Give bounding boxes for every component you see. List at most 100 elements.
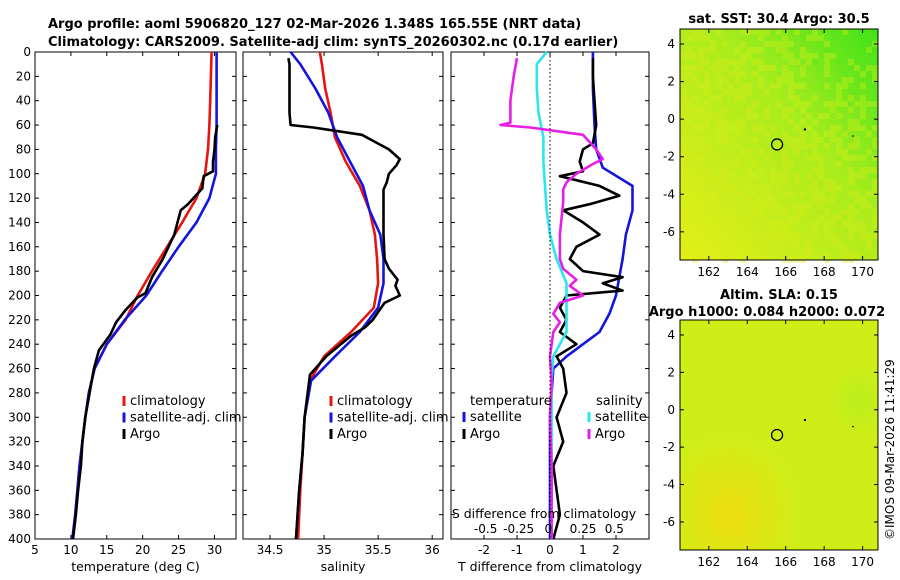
sst-pixel [680, 215, 686, 221]
sst-pixel [734, 77, 740, 83]
sst-pixel [824, 131, 830, 137]
sst-pixel [734, 143, 740, 149]
sst-pixel [812, 35, 818, 41]
x-tick-label: 2 [612, 543, 620, 557]
sst-pixel [866, 65, 872, 71]
sst-pixel [704, 71, 710, 77]
sst-pixel [680, 95, 686, 101]
sst-pixel [746, 155, 752, 161]
sst-pixel [776, 179, 782, 185]
sst-pixel [776, 173, 782, 179]
sst-pixel [686, 209, 692, 215]
sst-pixel [698, 155, 704, 161]
sst-pixel [728, 83, 734, 89]
sst-pixel [866, 233, 872, 239]
sst-pixel [704, 167, 710, 173]
sst-pixel [800, 203, 806, 209]
x-tick-label: -1 [511, 543, 523, 557]
sst-pixel [686, 233, 692, 239]
sst-pixel [692, 107, 698, 113]
sst-pixel [752, 203, 758, 209]
y-tick-label: 240 [8, 337, 31, 351]
sst-pixel [866, 59, 872, 65]
sst-pixel [776, 41, 782, 47]
sst-pixel [752, 59, 758, 65]
sst-pixel [818, 137, 824, 143]
x-tick-label: -2 [478, 543, 490, 557]
map-y-tick-label: 2 [667, 365, 675, 379]
sst-pixel [854, 227, 860, 233]
sst-pixel [866, 239, 872, 245]
x-tick-label: 36 [425, 543, 440, 557]
sst-pixel [842, 101, 848, 107]
sst-pixel [680, 113, 686, 119]
sst-pixel [806, 203, 812, 209]
sst-pixel [740, 29, 746, 35]
sst-pixel [782, 53, 788, 59]
y-tick-label: 160 [8, 240, 31, 254]
y-tick-label: 100 [8, 167, 31, 181]
sst-pixel [704, 143, 710, 149]
sst-pixel [764, 233, 770, 239]
sst-pixel [764, 89, 770, 95]
sst-pixel [872, 179, 878, 185]
sst-pixel [704, 221, 710, 227]
sst-pixel [692, 179, 698, 185]
sst-pixel [848, 227, 854, 233]
island-dot [803, 418, 807, 422]
sst-pixel [782, 227, 788, 233]
sst-pixel [734, 65, 740, 71]
sst-pixel [836, 161, 842, 167]
sst-pixel [716, 221, 722, 227]
sst-pixel [854, 119, 860, 125]
sst-pixel [812, 227, 818, 233]
sst-pixel [680, 143, 686, 149]
sst-pixel [776, 239, 782, 245]
sst-pixel [698, 251, 704, 257]
sst-pixel [782, 71, 788, 77]
sst-pixel [764, 65, 770, 71]
sst-pixel [758, 245, 764, 251]
sst-pixel [782, 167, 788, 173]
sst-pixel [872, 221, 878, 227]
sst-pixel [710, 239, 716, 245]
series-line-argo [287, 57, 402, 540]
sst-pixel [818, 197, 824, 203]
map-title: sat. SST: 30.4 Argo: 30.5 [688, 12, 869, 27]
map-frame [679, 28, 879, 261]
sst-pixel [770, 233, 776, 239]
sst-pixel [806, 173, 812, 179]
sst-pixel [734, 71, 740, 77]
sst-pixel [824, 221, 830, 227]
sst-pixel [722, 77, 728, 83]
sst-pixel [854, 173, 860, 179]
sst-pixel [824, 185, 830, 191]
sst-pixel [728, 185, 734, 191]
sst-pixel [716, 83, 722, 89]
island-dot [803, 128, 807, 131]
sst-pixel [872, 35, 878, 41]
sst-pixel [680, 239, 686, 245]
map-x-tick-label: 170 [851, 265, 874, 279]
sst-pixel [812, 143, 818, 149]
sst-pixel [752, 173, 758, 179]
sst-pixel [698, 125, 704, 131]
sst-pixel [866, 83, 872, 89]
sst-pixel [686, 107, 692, 113]
sst-pixel [788, 137, 794, 143]
sst-pixel [782, 65, 788, 71]
x-tick-label: 0 [546, 543, 554, 557]
sst-pixel [740, 149, 746, 155]
sst-pixel [794, 59, 800, 65]
sst-pixel [872, 167, 878, 173]
sla-map-panel: 162 164 166 168 170 4 2 0 -2 -4 -6 Altim. SLA: 0.15… [649, 288, 885, 569]
map-title: Altim. SLA: 0.15 [720, 288, 838, 303]
sst-pixel [740, 41, 746, 47]
sst-pixel [680, 203, 686, 209]
sst-pixel [788, 59, 794, 65]
sst-pixel [806, 53, 812, 59]
sst-pixel [854, 221, 860, 227]
sst-pixel [746, 215, 752, 221]
sst-pixel [818, 215, 824, 221]
sst-pixel [788, 107, 794, 113]
